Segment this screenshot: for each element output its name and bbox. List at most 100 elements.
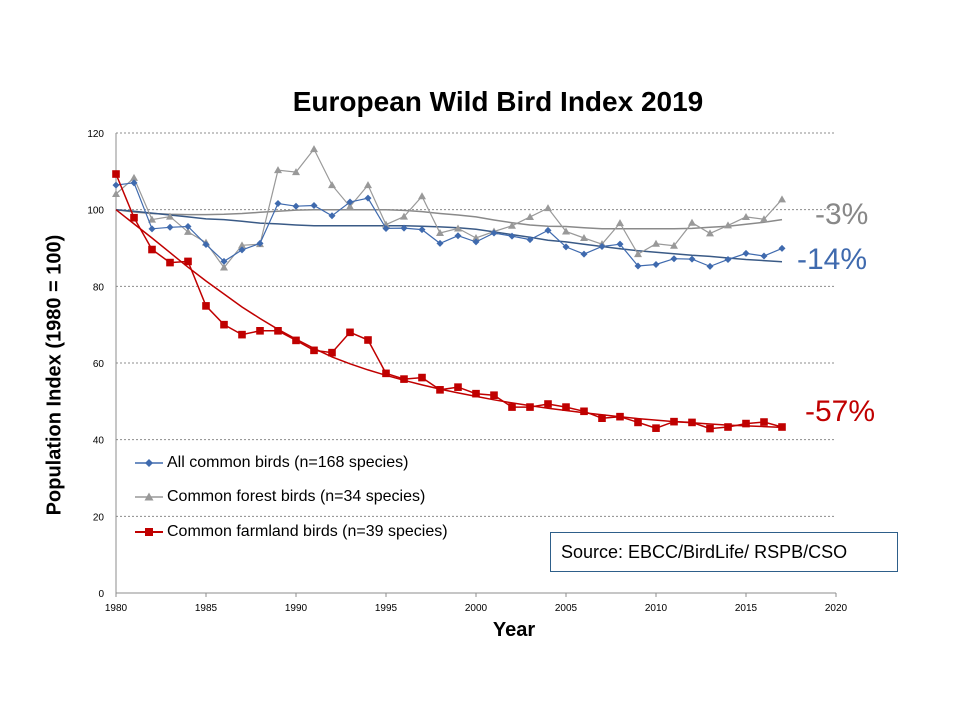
y-tick-label: 100 [87, 206, 104, 217]
data-point-all-birds [364, 194, 372, 202]
data-point-farmland-birds [616, 412, 624, 421]
trend-line-1 [115, 208, 783, 230]
annotation-farmland-change: -57% [805, 395, 876, 428]
data-point-farmland-birds [490, 391, 498, 399]
legend-label: All common birds (n=168 species) [167, 454, 409, 471]
legend-item-all-birds: All common birds (n=168 species) [133, 452, 408, 474]
data-point-forest-birds [166, 212, 174, 220]
x-tick-label: 1990 [285, 603, 308, 614]
data-point-farmland-birds [112, 170, 120, 178]
data-point-all-birds [778, 244, 786, 252]
data-point-farmland-birds [202, 302, 210, 310]
data-point-farmland-birds [760, 418, 768, 426]
data-point-farmland-birds [580, 407, 588, 416]
data-point-farmland-birds [778, 423, 786, 431]
data-point-all-birds [418, 226, 426, 234]
data-point-forest-birds [616, 219, 624, 227]
data-point-farmland-birds [130, 213, 138, 222]
data-point-all-birds [274, 200, 282, 208]
data-point-forest-birds [112, 189, 120, 197]
data-point-all-birds [382, 224, 390, 232]
chart-title: European Wild Bird Index 2019 [292, 86, 704, 117]
data-point-forest-birds [652, 239, 660, 247]
data-point-all-birds [526, 236, 534, 244]
data-point-forest-birds [562, 227, 570, 235]
data-point-farmland-birds [706, 424, 714, 433]
y-axis-label: Population Index (1980 = 100) [43, 234, 66, 516]
data-point-farmland-birds [418, 373, 426, 382]
data-point-forest-birds [292, 168, 300, 176]
data-point-forest-birds [220, 263, 228, 271]
x-tick-label: 2015 [735, 603, 758, 614]
data-point-forest-birds [580, 234, 588, 242]
data-point-forest-birds [364, 181, 372, 189]
data-point-farmland-birds [562, 403, 570, 411]
data-point-forest-birds [184, 227, 192, 235]
data-point-farmland-birds [148, 245, 156, 254]
data-point-forest-birds [706, 229, 714, 237]
data-point-farmland-birds [454, 383, 462, 391]
data-point-forest-birds [472, 234, 480, 242]
data-point-all-birds [202, 241, 210, 249]
x-tick-label: 2010 [645, 603, 668, 614]
data-point-farmland-birds [238, 330, 246, 339]
data-point-all-birds [400, 224, 408, 232]
data-point-all-birds [148, 225, 156, 233]
data-point-all-birds [112, 181, 120, 189]
legend-label: Common farmland birds (n=39 species) [167, 523, 448, 540]
x-tick-label: 2020 [825, 603, 848, 614]
series-line-1 [115, 147, 783, 269]
legend-item-farmland-birds: Common farmland birds (n=39 species) [133, 521, 448, 543]
data-point-forest-birds [310, 145, 318, 153]
data-point-all-birds [220, 257, 228, 265]
data-point-farmland-birds [292, 336, 300, 345]
data-point-forest-birds [544, 204, 552, 212]
data-point-forest-birds [238, 241, 246, 249]
data-point-all-birds [670, 255, 678, 263]
data-point-farmland-birds [634, 418, 642, 427]
data-point-forest-birds [436, 229, 444, 237]
data-point-farmland-birds [166, 258, 174, 267]
data-point-all-birds [760, 252, 768, 260]
data-point-farmland-birds [742, 419, 750, 428]
x-tick-label: 1985 [195, 603, 218, 614]
data-point-farmland-birds [508, 403, 516, 411]
data-point-farmland-birds [274, 327, 282, 335]
data-point-all-birds [454, 232, 462, 240]
data-point-forest-birds [148, 215, 156, 223]
x-tick-label: 2000 [465, 603, 488, 614]
y-tick-label: 60 [93, 359, 105, 370]
x-axis-label: Year [492, 619, 536, 641]
data-point-forest-birds [688, 218, 696, 226]
y-tick-label: 20 [93, 512, 105, 523]
data-point-all-birds [238, 246, 246, 254]
data-point-all-birds [706, 262, 714, 270]
data-point-all-birds [130, 179, 138, 187]
data-point-forest-birds [742, 212, 750, 220]
data-point-forest-birds [760, 215, 768, 223]
data-point-all-birds [166, 223, 174, 231]
legend-marker-square-icon [135, 528, 163, 536]
data-point-all-birds [580, 250, 588, 258]
data-point-farmland-birds [724, 423, 732, 431]
legend-label: Common forest birds (n=34 species) [167, 488, 426, 505]
data-point-all-birds [328, 212, 336, 220]
data-point-all-birds [562, 243, 570, 251]
y-tick-label: 40 [93, 436, 105, 447]
data-point-all-birds [652, 260, 660, 268]
data-point-farmland-birds [400, 375, 408, 383]
data-point-all-birds [184, 223, 192, 231]
data-point-forest-birds [346, 202, 354, 210]
data-point-all-birds [544, 226, 552, 234]
data-point-all-birds [346, 198, 354, 206]
data-point-farmland-birds [598, 414, 606, 422]
data-point-all-birds [436, 239, 444, 247]
data-point-all-birds [598, 242, 606, 250]
data-point-farmland-birds [472, 389, 480, 398]
x-tick-label: 2005 [555, 603, 578, 614]
data-point-all-birds [616, 240, 624, 248]
data-point-farmland-birds [382, 369, 390, 378]
data-point-all-birds [688, 255, 696, 263]
data-point-farmland-birds [184, 257, 192, 266]
